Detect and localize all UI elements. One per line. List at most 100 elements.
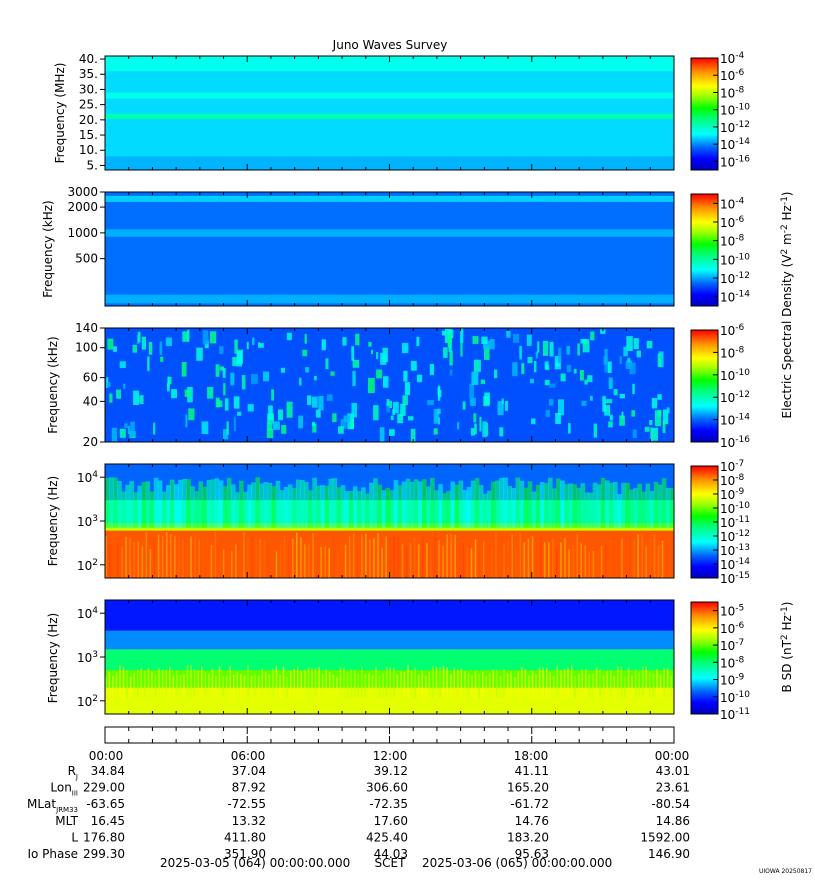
panel-4-texture (487, 490, 492, 528)
panel-3-emission (590, 395, 593, 401)
panel-4-texture (255, 477, 260, 528)
panel-3-emission (133, 390, 140, 405)
panel-3-emission (304, 334, 307, 344)
panel-5-texture (627, 667, 630, 698)
panel-3-emission (482, 421, 487, 438)
panel-3-emission (600, 329, 606, 334)
panel-3-emission (604, 349, 608, 364)
panel-4-texture (292, 539, 294, 578)
panel-4-texture (434, 490, 439, 528)
magnetic-label-pre: B SD (nT (780, 639, 794, 692)
ephemeris-value: 306.60 (366, 781, 408, 795)
panel-5-texture (464, 670, 466, 698)
panel-5-texture (154, 675, 157, 698)
ytick-label: 40 (83, 394, 98, 408)
panel-3-emission (554, 356, 561, 370)
colorbar-tick-label: 10-6 (720, 215, 745, 230)
panel-4-texture (137, 541, 139, 578)
ephemeris-value: 16.45 (91, 814, 125, 828)
panel-5-texture (286, 676, 288, 698)
panel-4-texture (474, 539, 477, 578)
panel-4-texture (369, 538, 371, 578)
ephemeris-value: 299.30 (83, 847, 125, 861)
panel-3-emission (433, 428, 438, 435)
colorbar-tick-label: 10-7 (720, 459, 744, 474)
panel-4-texture (247, 484, 252, 528)
panel-5-texture (275, 666, 278, 698)
panel-5-texture (617, 666, 619, 698)
panel-4-texture (178, 536, 180, 578)
panel-5-texture (620, 666, 623, 698)
panel-3-emission (410, 360, 417, 371)
panel-5-texture (585, 669, 587, 698)
panel-4-texture (596, 543, 599, 578)
ephemeris-value: 176.80 (83, 830, 125, 844)
panel-4-texture (417, 544, 420, 578)
panel-3-emission (537, 341, 540, 353)
panel-5-texture (613, 675, 615, 698)
panel-3-emission (386, 402, 390, 413)
panel-4-texture (320, 546, 322, 578)
panel-5-texture (193, 669, 196, 698)
panel-4-texture (210, 544, 213, 578)
panel-4-texture (170, 479, 175, 528)
panel-3-emission (109, 393, 113, 403)
panel-5-texture (190, 665, 192, 698)
panel-3-emission (623, 346, 628, 357)
panel-5-texture (222, 676, 224, 698)
panel-5-texture (332, 675, 335, 698)
panel-3-emission (584, 379, 588, 385)
panel-5-texture (122, 667, 125, 698)
panel-4-texture (129, 538, 131, 578)
panel-3-emission (352, 370, 356, 387)
panel-3-emission (545, 409, 551, 418)
panel-4-texture (405, 546, 408, 578)
panel-3-emission (209, 331, 217, 344)
panel-4-texture (523, 542, 526, 578)
panel-3-emission (148, 342, 153, 355)
panel-5-texture (453, 667, 455, 698)
panel-5-texture (272, 668, 274, 698)
panel-3-emission (123, 383, 126, 389)
panel-3-emission (302, 349, 308, 357)
panel-3-emission (141, 336, 146, 350)
panel-5-texture (233, 675, 235, 698)
time-tick-label: 18:00 (514, 749, 549, 763)
panel-5-texture (606, 670, 608, 698)
panel-4-texture (462, 489, 468, 528)
panel-4-texture (324, 545, 326, 578)
panel-4-texture (609, 482, 614, 528)
panel-5-texture (382, 673, 384, 698)
panel-5-texture (581, 670, 583, 698)
panel-4-ylabel: Frequency (Hz) (46, 476, 60, 567)
ephemeris-value: 41.11 (515, 764, 549, 778)
panel-4-texture (613, 482, 618, 528)
panel-4-texture (531, 491, 537, 528)
panel-4-texture (389, 537, 391, 578)
ytick-label: 140 (75, 321, 98, 335)
panel-3-emission (460, 328, 464, 343)
ytick-label: 30. (79, 82, 98, 96)
colorbar-gradient (690, 601, 719, 715)
panel-3-emission (241, 375, 246, 390)
panel-3-emission (657, 409, 662, 417)
panel-4-texture (625, 533, 627, 578)
ytick-label: 10. (79, 143, 98, 157)
panel-4-texture (133, 541, 135, 578)
panel-3-emission (416, 336, 420, 347)
time-axis-labels: 00:00 06:00 12:00 18:00 00:00 (89, 749, 690, 763)
panel-5-texture (261, 668, 263, 698)
panel-4-texture (166, 485, 171, 528)
panel-3-emission (437, 408, 441, 414)
panel-3-emission (233, 416, 236, 432)
panel-4-texture (381, 490, 386, 528)
panel-3-emission (379, 427, 385, 443)
footer-label: UIOWA 20250817 (759, 868, 812, 875)
panel-4-texture (438, 540, 440, 578)
panel-3-emission (651, 427, 658, 441)
panel-4-texture (503, 477, 508, 528)
panel-4-texture (385, 488, 390, 528)
panel-4-texture (556, 550, 558, 578)
colorbar-tick-label: 10-14 (720, 413, 750, 428)
panel-3-emission (666, 407, 670, 414)
